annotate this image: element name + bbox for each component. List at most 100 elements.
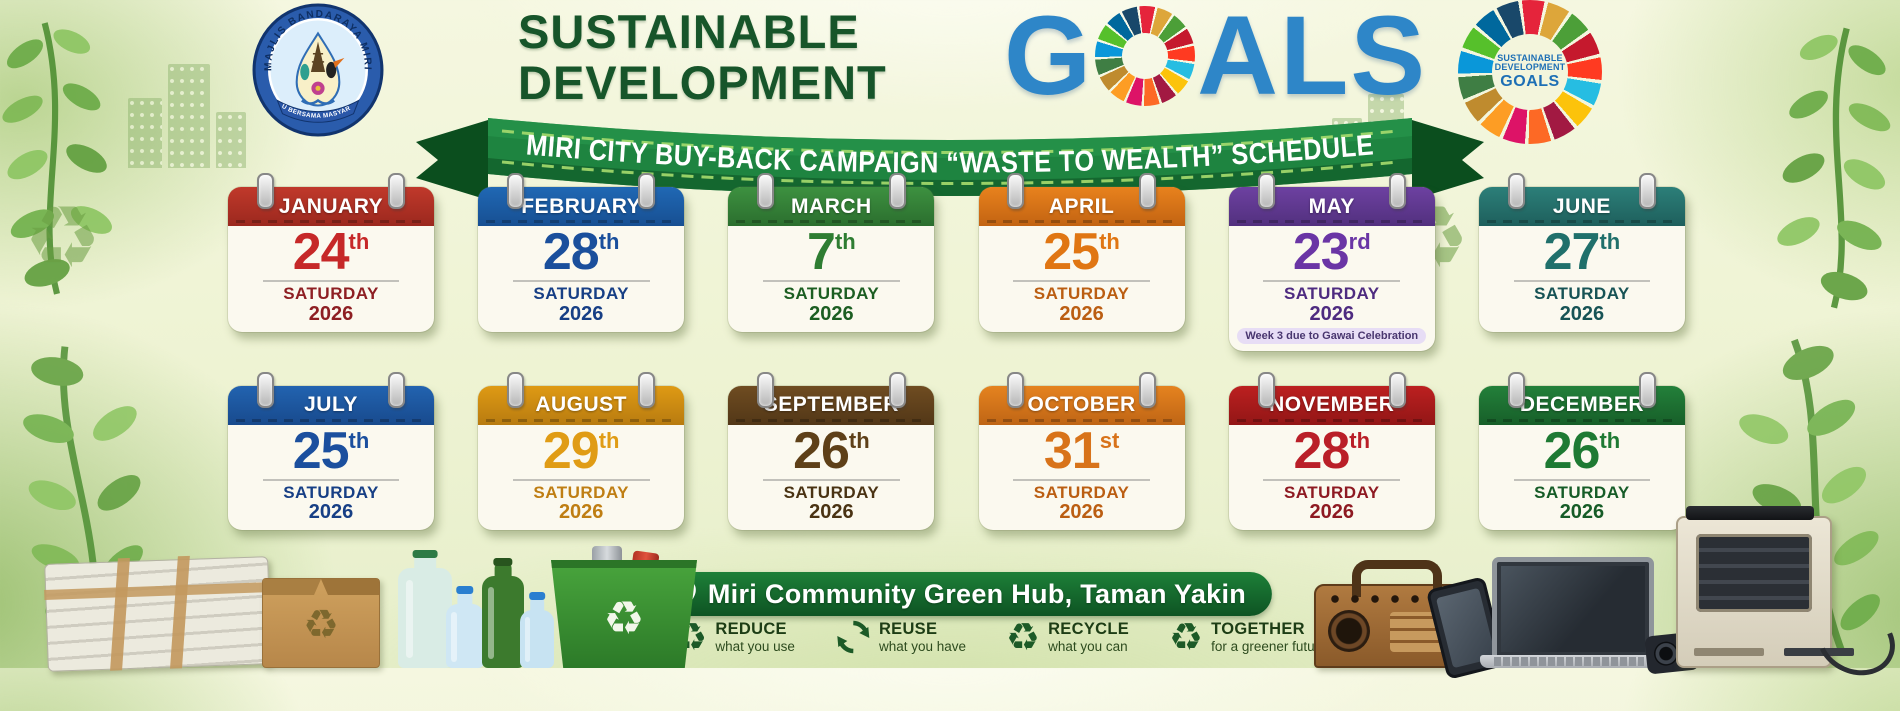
divider [762,279,900,282]
divider [262,478,400,481]
binder-ring-icon [1639,371,1657,408]
binder-ring-icon [757,371,775,408]
binder-ring-icon [256,173,274,209]
action-title: REUSE [878,620,938,639]
binder-ring-icon [888,371,906,408]
binder-ring-icon [507,173,525,209]
page-title: SUSTAINABLE DEVELOPMENT [518,8,887,106]
month-name: MARCH [791,194,872,218]
illustration-laptop-screen [1492,557,1654,656]
recycle-icon [303,605,339,645]
binder-ring-icon [1138,173,1156,209]
month-name: JANUARY [278,194,384,218]
day-label: SATURDAY [283,283,379,303]
recycle-watermark-icon [24,188,101,288]
day-label: SATURDAY [1534,283,1630,303]
reuse-arrows-icon [836,620,869,654]
binder-ring-icon [1507,371,1525,408]
divider [1263,279,1401,282]
binder-ring-icon [1388,371,1406,408]
year-label: 2026 [1559,302,1605,325]
city-silhouette [128,56,246,168]
action-title: REDUCE [715,620,787,639]
poster-canvas: { "logo_left": { "arc_text": "MAJLIS BAN… [0,0,1900,668]
goals-letter-g: G [1004,0,1094,118]
day-label: SATURDAY [1033,482,1130,502]
divider [512,478,650,481]
year-label: 2026 [1559,501,1605,524]
illustration-plastic-bottle [398,568,452,668]
divider [762,478,900,481]
leaf-branch-top-right [1754,0,1900,314]
year-label: 2026 [558,302,604,325]
location-pill: Miri Community Green Hub, Taman Yakin [647,572,1273,616]
binder-ring-icon [388,371,406,408]
gawai-note: Week 3 due to Gawai Celebration [1237,327,1427,344]
day-label: SATURDAY [1033,283,1130,303]
day-label: SATURDAY [783,482,880,502]
year-label: 2026 [1059,501,1104,524]
action-reuse: REUSE what you have [835,619,966,655]
year-label: 2026 [809,302,854,325]
month-name: SEPTEMBER [763,393,899,417]
binder-ring-icon [256,371,274,408]
day-label: SATURDAY [283,482,379,502]
illustration-laptop-keyboard [1480,655,1658,668]
binder-ring-icon [1257,371,1275,408]
divider [512,279,650,282]
recycle-icon [603,595,644,641]
month-name: NOVEMBER [1269,393,1395,417]
sdg-badge-line1: SUSTAINABLE [1497,52,1563,63]
divider [1013,478,1150,481]
month-name: MAY [1308,194,1355,218]
binder-ring-icon [1007,173,1025,209]
binder-ring-icon [1639,173,1657,209]
year-label: 2026 [308,302,354,325]
action-subtitle: what you use [715,638,795,654]
binder-ring-icon [1138,371,1156,408]
action-subtitle: what you can [1048,638,1128,654]
illustration-cardboard-box [262,578,380,668]
miri-city-council-crest: MAJLIS BANDARAYA MIRI MAJU BERSAMA MASYA… [251,3,384,137]
sdg-badge-line2: DEVELOPMENT [1494,62,1566,73]
illustration-glass-bottle [482,576,524,668]
title-line-2: DEVELOPMENT [518,56,887,109]
month-name: APRIL [1048,194,1115,218]
year-label: 2026 [558,501,604,524]
illustration-plastic-bottle [520,610,554,668]
action-title: RECYCLE [1048,620,1130,639]
year-label: 2026 [809,501,854,524]
action-title: TOGETHER [1211,620,1305,639]
month-name: JUNE [1552,194,1611,218]
binder-ring-icon [507,371,525,408]
sdg-badge-line3: GOALS [1500,73,1560,91]
